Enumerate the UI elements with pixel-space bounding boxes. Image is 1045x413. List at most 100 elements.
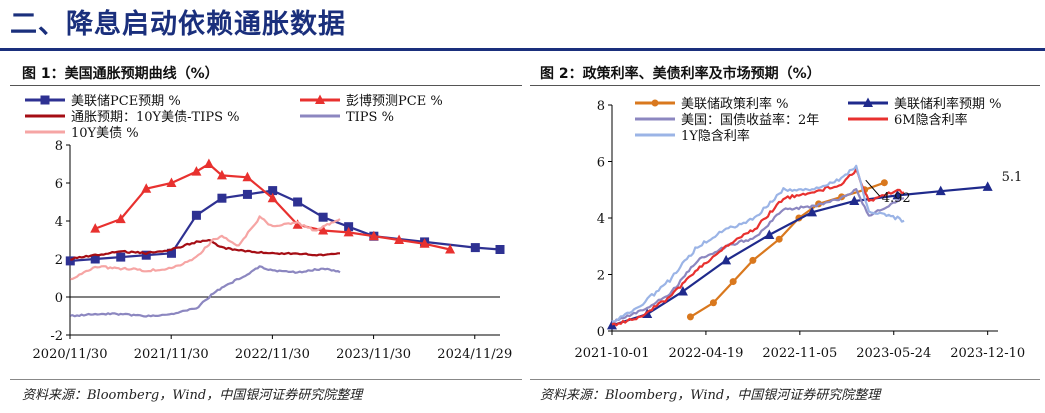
chart1-series-1-point [203,158,214,168]
chart2-series-3-line [611,168,905,327]
page-title: 二、降息启动依赖通胀数据 [10,9,346,40]
chart1-series-0-point [116,252,126,262]
source-rule-1 [10,379,522,380]
chart2-annotation-leader [865,179,881,197]
chart1-legend-marker-1 [315,94,325,104]
chart1-series-0-point [166,248,176,258]
figure-2-rule [530,85,1040,86]
chart2-series-0-line [689,181,885,318]
chart1-legend-label-4: 10Y美债 % [71,126,139,141]
chart2-legend-label-3: 6M隐含利率 [894,112,968,128]
chart2-series-1-point [764,229,775,239]
chart1-x-tick-label: 2021/11/30 [134,347,209,362]
chart2-series-1-point [849,195,860,206]
chart1-series-1-point [419,238,430,248]
chart1-series-1-point [368,230,379,241]
chart2-series-0-point [775,235,783,243]
chart1-series-0-point [65,256,75,266]
title-rule [0,48,1045,51]
chart2-series-1-point [892,189,903,200]
chart1-series-0-point [90,254,100,264]
figure-1-rule [10,85,522,86]
chart2-legend-marker-0 [651,99,659,107]
chart1-series-1-point [445,244,456,254]
source-rule-2 [530,379,1040,380]
chart1-series-1-point [394,234,405,244]
chart2-y-tick-label: 0 [597,325,605,340]
chart2-series-0-point [686,313,694,321]
chart2-y-tick-label: 2 [597,269,605,284]
chart1-legend-label-3: TIPS % [346,110,394,125]
chart1-series-2-line [70,239,340,261]
chart2-legend-label-1: 美联储利率预期 % [894,96,1002,112]
chart2-legend-marker-1 [863,97,873,107]
chart2-x-tick-label: 2023-05-24 [856,346,931,361]
chart2-series-1-line [611,185,988,327]
chart2-series-0-point [749,256,757,264]
chart1-series-1-point [90,223,101,233]
chart2-series-1-point [721,254,732,265]
chart1-series-0-point [495,245,505,254]
chart1-series-0-point [268,186,278,196]
chart1-y-tick-label: 0 [55,291,63,306]
chart1-x-tick-label: 2024/11/29 [437,347,512,362]
chart2-legend-label-0: 美联储政策利率 % [681,96,789,112]
chart2-legend-label-4: 1Y隐含利率 [681,128,750,144]
chart1-series-0-point [191,210,201,220]
chart-1: -2 0 2 4 6 8 2020/11/30 2021/11/30 2022/11/30 202… [25,94,512,362]
chart2-series-0-point [709,299,717,307]
chart2-series-1-point [982,181,993,191]
figure-1-title: 图 1：美国通胀预期曲线（%） [22,66,219,82]
chart1-series-0-point [318,212,328,222]
chart1-legend-label-1: 彭博预测PCE % [346,94,443,109]
chart2-y-tick-label: 4 [597,212,605,227]
chart2-x-tick-label: 2022-11-05 [762,346,837,361]
chart2-x-tick-label: 2021-10-01 [575,346,650,361]
chart2-series-0-point [880,179,888,187]
chart1-series-1-line [94,162,451,251]
chart1-legend-label-0: 美联储PCE预期 % [71,94,181,109]
chart1-y-tick-label: 6 [55,177,63,192]
chart1-series-1-point [242,171,253,182]
chart1-series-1-point [191,166,202,176]
figure-2-source: 资料来源：Bloomberg，Wind，中国银河证券研究院整理 [540,388,881,403]
chart1-series-0-point [242,189,252,199]
chart2-y-tick-label: 6 [597,156,605,171]
chart1-x-tick-label: 2023/11/30 [336,347,411,362]
chart1-y-tick-label: 2 [55,253,63,268]
chart1-legend-label-2: 通胀预期：10Y美债-TIPS % [71,110,239,125]
chart1-series-0-point [344,222,354,232]
chart1-series-0-point [217,193,227,203]
chart1-series-1-point [292,219,303,229]
chart2-series-4-line [611,164,905,323]
chart1-series-0-point [470,243,480,253]
chart2-series-1-point [677,285,688,296]
chart1-series-1-point [141,183,152,193]
chart1-series-1-point [216,169,227,180]
chart2-annotation: 4.92 [882,191,911,206]
chart1-x-tick-label: 2020/11/30 [33,347,108,362]
chart2-x-tick-label: 2022-04-19 [668,346,743,361]
chart2-x-tick-label: 2023-12-10 [950,346,1025,361]
chart1-series-4-line [70,215,341,281]
chart1-series-3-line [70,265,341,318]
chart1-series-1-point [166,177,177,187]
chart1-series-0-point [141,250,151,260]
chart2-series-1-point [807,206,818,217]
figure-1-source: 资料来源：Bloomberg，Wind，中国银河证券研究院整理 [22,388,363,403]
chart2-y-tick-label: 8 [597,99,605,114]
chart1-y-tick-label: 8 [55,139,63,154]
chart1-series-1-point [343,226,354,237]
chart1-series-0-point [293,197,303,207]
chart2-series-2-line [611,188,905,325]
chart1-legend-marker-0 [40,95,50,105]
chart1-x-tick-label: 2022/11/30 [235,347,310,362]
chart2-legend-label-2: 美国：国债收益率：2年 [681,112,819,128]
chart1-series-1-point [267,192,278,203]
chart1-series-1-point [318,225,329,235]
chart1-y-tick-label: 4 [55,215,63,230]
figure-2-title: 图 2：政策利率、美债利率及市场预期（%） [540,66,821,82]
chart2-series-0-point [729,278,737,286]
chart1-y-tick-label: -2 [50,329,63,344]
